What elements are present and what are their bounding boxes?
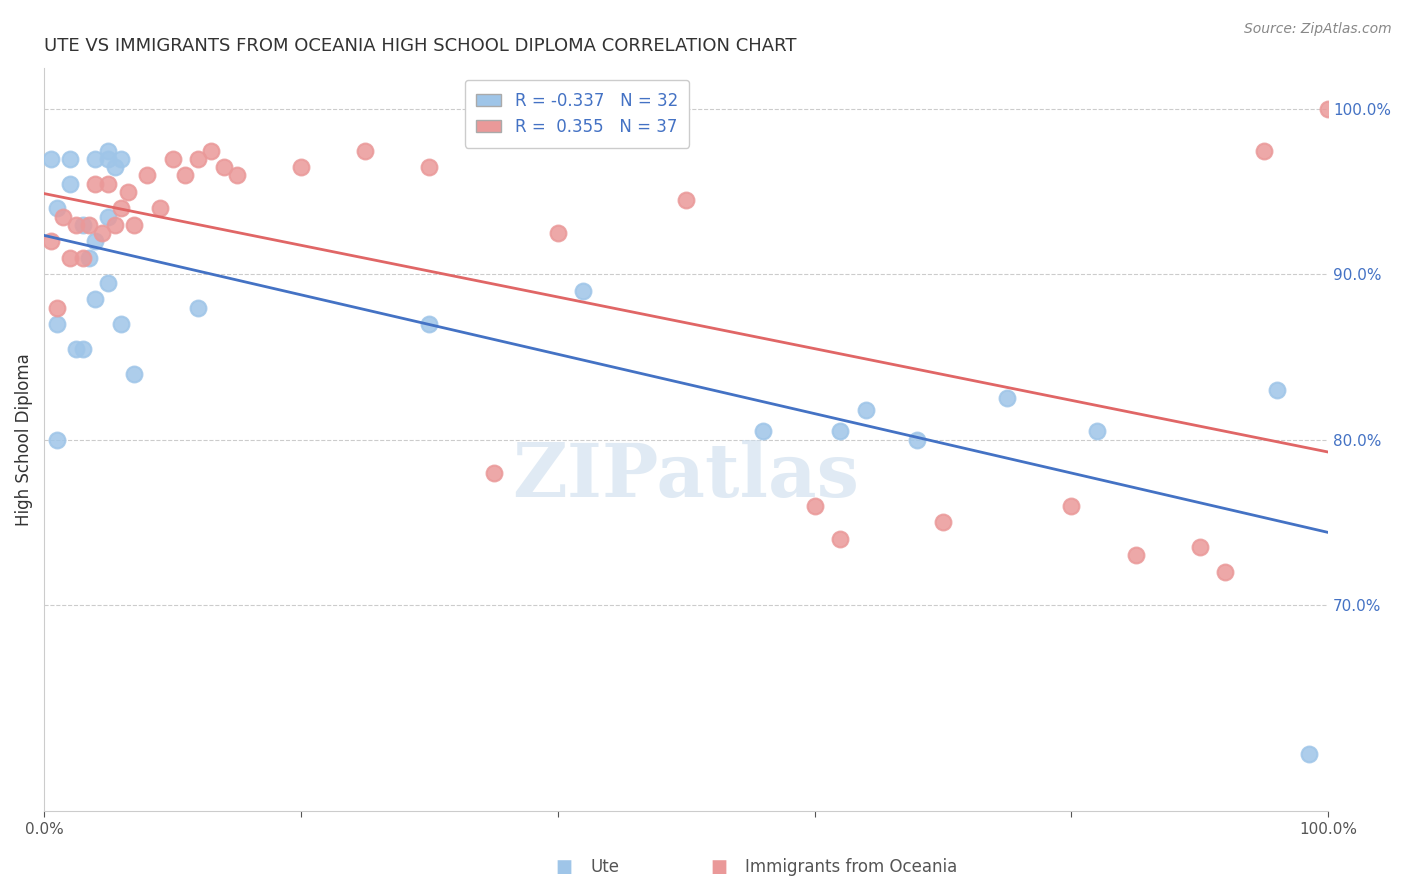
Text: ZIPatlas: ZIPatlas [513,441,859,514]
Point [675,193,697,207]
Point [122,218,145,232]
Text: Source: ZipAtlas.com: Source: ZipAtlas.com [1244,22,1392,37]
Point [905,433,928,447]
Point [418,317,440,331]
Point [117,185,139,199]
Point [1125,549,1147,563]
Point [1060,499,1083,513]
Point [482,466,505,480]
Point [59,177,82,191]
Point [110,317,132,331]
Point [572,284,595,298]
Point [290,160,312,174]
Point [97,276,120,290]
Point [855,403,877,417]
Point [84,293,107,307]
Point [59,152,82,166]
Text: UTE VS IMMIGRANTS FROM OCEANIA HIGH SCHOOL DIPLOMA CORRELATION CHART: UTE VS IMMIGRANTS FROM OCEANIA HIGH SCHO… [44,37,797,55]
Point [84,177,107,191]
Point [187,152,209,166]
Point [84,152,107,166]
Point [162,152,184,166]
Point [72,218,94,232]
Point [200,144,222,158]
Point [803,499,825,513]
Point [65,218,87,232]
Point [72,342,94,356]
Point [46,317,69,331]
Point [995,392,1018,406]
Point [1298,747,1320,761]
Point [752,425,775,439]
Legend: R = -0.337   N = 32, R =  0.355   N = 37: R = -0.337 N = 32, R = 0.355 N = 37 [464,80,689,148]
Point [830,425,852,439]
Point [97,210,120,224]
Point [97,144,120,158]
Point [52,210,75,224]
Text: Immigrants from Oceania: Immigrants from Oceania [745,858,957,876]
Point [418,160,440,174]
Point [46,433,69,447]
Point [1215,565,1237,579]
Point [1317,103,1340,117]
Point [65,342,87,356]
Point [97,152,120,166]
Point [90,226,112,240]
Point [174,169,197,183]
Point [1085,425,1108,439]
Point [225,169,247,183]
Point [39,235,62,249]
Point [187,301,209,315]
Text: ■: ■ [710,858,727,876]
Point [122,367,145,381]
Point [77,218,100,232]
Point [110,152,132,166]
Point [135,169,157,183]
Point [830,532,852,546]
Point [46,301,69,315]
Point [932,516,955,530]
Text: ■: ■ [555,858,572,876]
Point [104,218,127,232]
Point [72,251,94,265]
Point [212,160,235,174]
Point [46,202,69,216]
Point [39,152,62,166]
Point [110,202,132,216]
Point [77,251,100,265]
Point [104,160,127,174]
Point [84,235,107,249]
Point [1253,144,1275,158]
Text: Ute: Ute [591,858,620,876]
Point [354,144,377,158]
Y-axis label: High School Diploma: High School Diploma [15,353,32,526]
Point [547,226,569,240]
Point [97,177,120,191]
Point [1188,540,1211,554]
Point [1265,383,1288,397]
Point [59,251,82,265]
Point [149,202,172,216]
